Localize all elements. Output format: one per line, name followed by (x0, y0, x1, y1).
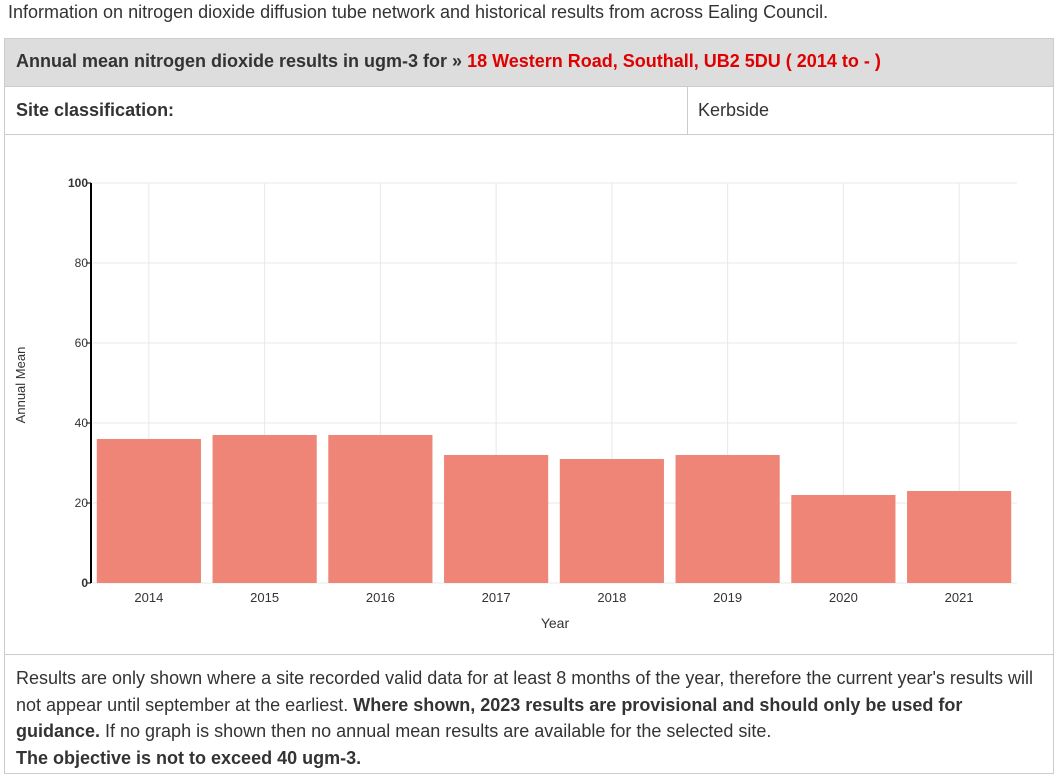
y-tick-label: 80 (75, 256, 89, 270)
x-tick-label: 2015 (250, 590, 279, 605)
bar-2014[interactable] (96, 439, 201, 583)
bar-2015[interactable] (212, 435, 317, 583)
intro-text: Information on nitrogen dioxide diffusio… (8, 2, 829, 22)
bar-2020[interactable] (791, 495, 896, 583)
footer-bold-1: Where shown, 2023 results are provisiona… (16, 694, 963, 742)
footer-objective: The objective is not to exceed 40 ugm-3. (16, 747, 362, 768)
bar-2017[interactable] (444, 455, 549, 583)
classification-value: Kerbside (687, 87, 1053, 134)
header-prefix: Annual mean nitrogen dioxide results in … (16, 51, 468, 71)
x-tick-label: 2021 (945, 590, 974, 605)
x-tick-label: 2020 (829, 590, 858, 605)
y-axis-label: Annual Mean (13, 347, 28, 424)
y-tick-label: 20 (75, 496, 89, 510)
x-tick-label: 2016 (366, 590, 395, 605)
classification-row: Site classification: Kerbside (5, 87, 1053, 135)
x-tick-label: 2014 (134, 590, 163, 605)
x-tick-label: 2019 (713, 590, 742, 605)
chart-axes: 0 20 40 60 80 100 2014 2015 2016 2017 2018 2019 2020… (68, 176, 974, 605)
bar-2019[interactable] (675, 455, 780, 583)
bar-chart: 0 20 40 60 80 100 2014 2015 2016 2017 2018 2019 2020… (13, 176, 1017, 631)
results-panel: Annual mean nitrogen dioxide results in … (4, 38, 1054, 774)
y-tick-label: 0 (81, 576, 88, 590)
x-axis-label: Year (541, 615, 570, 631)
footer-text-2: If no graph is shown then no annual mean… (100, 721, 772, 741)
chart-container: 0 20 40 60 80 100 2014 2015 2016 2017 2018 2019 2020… (5, 135, 1053, 655)
y-tick-label: 100 (68, 176, 88, 190)
footer-notes: Results are only shown where a site reco… (16, 665, 1046, 771)
results-header: Annual mean nitrogen dioxide results in … (5, 39, 1053, 87)
x-tick-label: 2017 (482, 590, 511, 605)
chart-bars (96, 435, 1012, 583)
footer-text-1: Results are only shown where a site reco… (16, 668, 1033, 715)
bar-2021[interactable] (907, 491, 1012, 583)
y-tick-label: 40 (75, 416, 89, 430)
site-name[interactable]: 18 Western Road, Southall, UB2 5DU ( 201… (467, 51, 881, 71)
bar-2018[interactable] (559, 459, 664, 583)
x-tick-label: 2018 (597, 590, 626, 605)
classification-label: Site classification: (16, 100, 175, 120)
y-tick-label: 60 (75, 336, 89, 350)
bar-2016[interactable] (328, 435, 433, 583)
